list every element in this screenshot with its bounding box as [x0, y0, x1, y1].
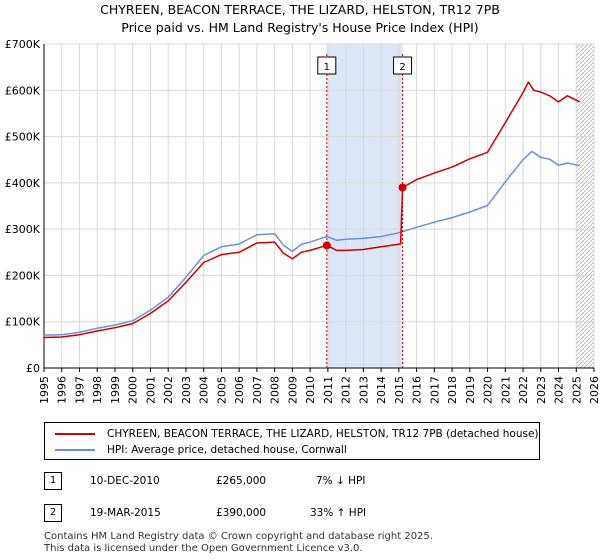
- transaction-date: 19-MAR-2015: [90, 507, 161, 519]
- y-tick-label: £700K: [5, 38, 41, 51]
- transaction-hpi-diff: 33% ↑ HPI: [310, 507, 367, 519]
- footer-license: This data is licensed under the Open Gov…: [44, 543, 363, 554]
- chart-subtitle: Price paid vs. HM Land Registry's House …: [121, 20, 479, 35]
- footer-copyright: Contains HM Land Registry data © Crown c…: [44, 531, 433, 542]
- x-tick-label: 2021: [499, 376, 512, 404]
- x-tick-label: 2016: [411, 376, 424, 404]
- x-tick-label: 2008: [269, 376, 282, 404]
- x-tick-label: 2007: [251, 376, 264, 404]
- x-tick-label: 2026: [588, 376, 600, 404]
- x-tick-label: 1999: [109, 376, 122, 404]
- x-tick-label: 2011: [322, 376, 335, 404]
- x-tick-label: 2009: [286, 376, 299, 404]
- y-tick-label: £400K: [5, 177, 41, 190]
- sale-label: 1: [324, 62, 330, 73]
- x-tick-label: 2012: [340, 376, 353, 404]
- price-chart: £0 £100K £200K £300K £400K £500K £600K £700K 199…: [5, 38, 600, 404]
- x-tick-label: 2022: [517, 376, 530, 404]
- x-tick-label: 2015: [393, 376, 406, 404]
- x-tick-label: 1997: [73, 376, 86, 404]
- transaction-badge: 1: [44, 472, 62, 490]
- x-tick-label: 2024: [553, 376, 566, 404]
- x-tick-label: 2023: [535, 376, 548, 404]
- x-tick-label: 1995: [38, 376, 51, 404]
- x-tick-label: 1996: [56, 376, 69, 404]
- x-tick-label: 2003: [180, 376, 193, 404]
- x-tick-label: 2000: [127, 376, 140, 404]
- legend-item-property: CHYREEN, BEACON TERRACE, THE LIZARD, HEL…: [45, 426, 539, 442]
- legend-item-hpi: HPI: Average price, detached house, Corn…: [45, 442, 347, 458]
- x-tick-label: 2002: [162, 376, 175, 404]
- x-tick-label: 2013: [357, 376, 370, 404]
- sale-label-box: [317, 56, 337, 75]
- sale-label: 2: [399, 62, 405, 73]
- legend-swatch-property: [55, 433, 95, 435]
- y-tick-label: £600K: [5, 84, 41, 97]
- x-tick-label: 2004: [198, 376, 211, 404]
- x-tick-label: 1998: [91, 376, 104, 404]
- property-price-line: [43, 81, 581, 339]
- sale-point: [398, 183, 407, 192]
- legend-label-hpi: HPI: Average price, detached house, Corn…: [107, 444, 347, 456]
- x-tick-label: 2010: [304, 376, 317, 404]
- shaded-period: [326, 44, 403, 368]
- legend-swatch-hpi: [55, 449, 95, 451]
- x-tick-label: 2001: [144, 376, 157, 404]
- y-tick-label: £500K: [5, 131, 41, 144]
- forecast-region: [576, 44, 594, 368]
- transaction-badge: 2: [44, 504, 62, 522]
- y-tick-label: £200K: [5, 269, 41, 282]
- x-tick-label: 2005: [215, 376, 228, 404]
- footer: Contains HM Land Registry data © Crown c…: [44, 531, 433, 555]
- y-tick-label: £100K: [5, 316, 41, 329]
- transaction-row: 1 10-DEC-2010 £265,000 7% ↓ HPI: [44, 470, 365, 492]
- x-tick-label: 2014: [375, 376, 388, 404]
- legend: CHYREEN, BEACON TERRACE, THE LIZARD, HEL…: [44, 422, 540, 460]
- y-tick-label: £300K: [5, 223, 41, 236]
- y-tick-label: £0: [26, 362, 40, 375]
- legend-label-property: CHYREEN, BEACON TERRACE, THE LIZARD, HEL…: [107, 428, 539, 440]
- x-tick-label: 2025: [570, 376, 583, 404]
- sale-label-box: [393, 56, 413, 75]
- x-tick-label: 2019: [464, 376, 477, 404]
- chart-title: CHYREEN, BEACON TERRACE, THE LIZARD, HEL…: [100, 2, 500, 17]
- x-tick-label: 2006: [233, 376, 246, 404]
- transaction-price: £390,000: [216, 507, 267, 519]
- hpi-line: [43, 150, 580, 336]
- transaction-row: 2 19-MAR-2015 £390,000 33% ↑ HPI: [44, 502, 366, 524]
- transaction-price: £265,000: [216, 475, 267, 487]
- x-tick-label: 2020: [482, 376, 495, 404]
- transaction-hpi-diff: 7% ↓ HPI: [316, 475, 366, 487]
- x-tick-label: 2018: [446, 376, 459, 404]
- transaction-date: 10-DEC-2010: [90, 475, 160, 487]
- sale-point: [322, 241, 331, 250]
- x-tick-label: 2017: [428, 376, 441, 404]
